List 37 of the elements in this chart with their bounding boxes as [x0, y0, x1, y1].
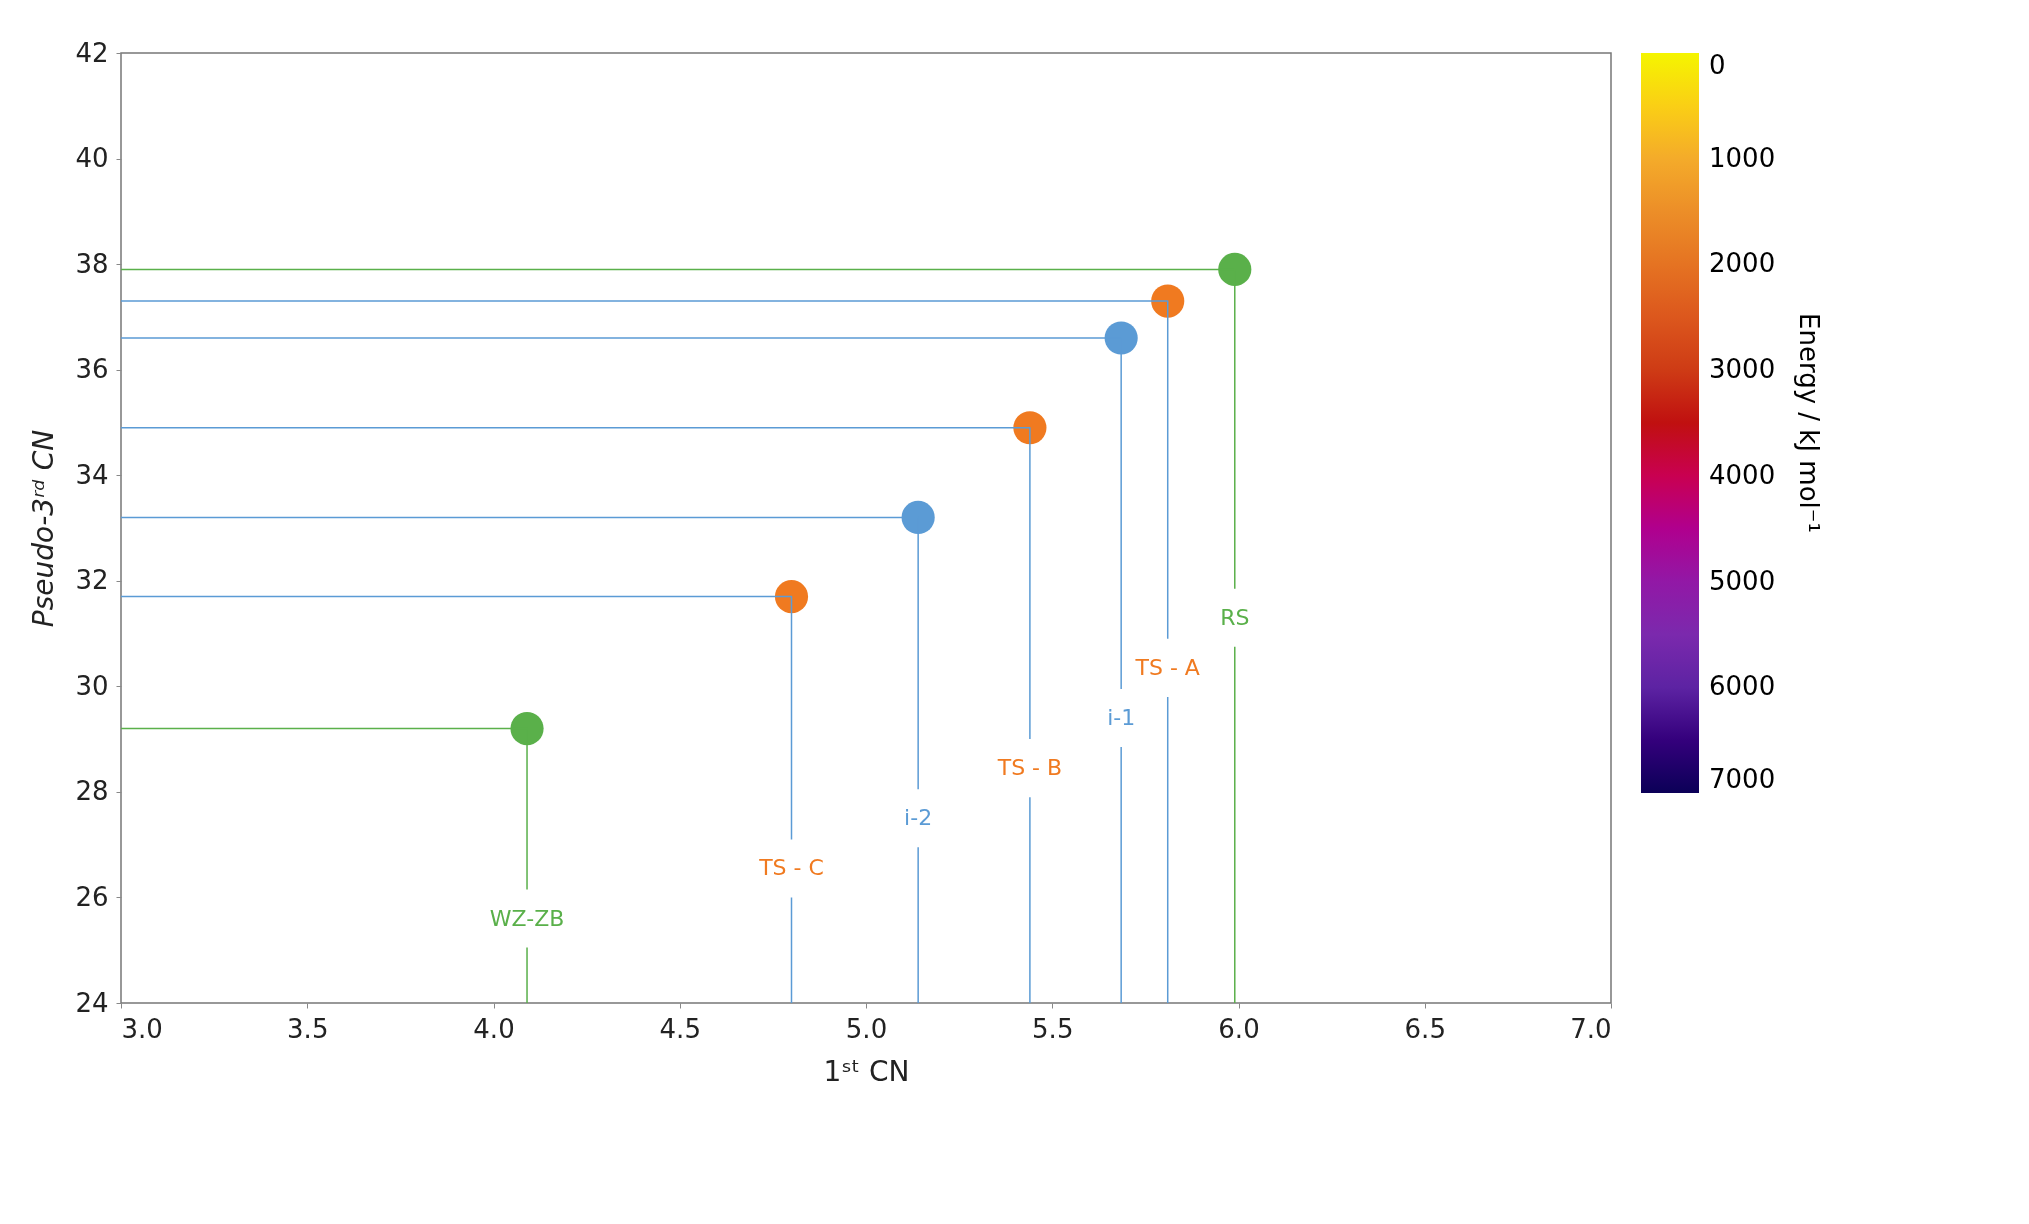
y-tick-label: 30 — [75, 670, 109, 701]
x-tick-label: 5.5 — [1032, 1013, 1074, 1044]
y-tick-label: 32 — [75, 565, 109, 596]
x-axis-title: 1ˢᵗ CN — [823, 1054, 910, 1088]
color-bar-title: Energy / kJ mol⁻¹ — [1794, 313, 1824, 533]
y-tick-label: 24 — [75, 987, 109, 1018]
x-tick-label: 4.5 — [659, 1013, 701, 1044]
annotation: RS — [1220, 604, 1250, 630]
y-tick-label: 36 — [75, 354, 109, 385]
color-bar-label: 3000 — [1709, 354, 1776, 385]
x-tick-label: 3.0 — [121, 1013, 163, 1044]
x-tick-label: 5.0 — [845, 1013, 888, 1044]
annotation: TS - C — [758, 855, 824, 881]
color-bar-label: 0 — [1709, 50, 1726, 80]
annotation: i-2 — [904, 805, 933, 831]
y-tick-label: 38 — [75, 248, 109, 279]
x-tick-label: 3.5 — [287, 1013, 329, 1044]
color-bar-label: 4000 — [1709, 459, 1776, 490]
color-bar-label: 6000 — [1709, 671, 1776, 702]
color-bar-label: 1000 — [1709, 142, 1776, 173]
y-tick-label: 26 — [75, 881, 109, 912]
x-tick-label: 7.0 — [1570, 1013, 1612, 1044]
annotation: WZ-ZB — [489, 905, 565, 931]
y-tick-label: 34 — [75, 459, 109, 490]
x-tick-label: 6.5 — [1404, 1013, 1446, 1044]
color-bar-label: 5000 — [1709, 565, 1776, 596]
y-tick-label: 28 — [75, 776, 109, 807]
annotation: TS - B — [996, 755, 1063, 781]
color-bar-label: 7000 — [1709, 764, 1776, 794]
annotation: i-1 — [1107, 705, 1136, 730]
y-axis-title: Pseudo-3ʳᵈ CN — [27, 429, 61, 628]
x-tick-label: 4.0 — [473, 1013, 515, 1044]
x-tick-label: 6.0 — [1218, 1013, 1260, 1044]
y-tick-label: 42 — [75, 37, 109, 68]
color-bar-label: 2000 — [1709, 248, 1776, 279]
annotation: TS - A — [1134, 654, 1200, 680]
y-tick-label: 40 — [75, 143, 109, 174]
